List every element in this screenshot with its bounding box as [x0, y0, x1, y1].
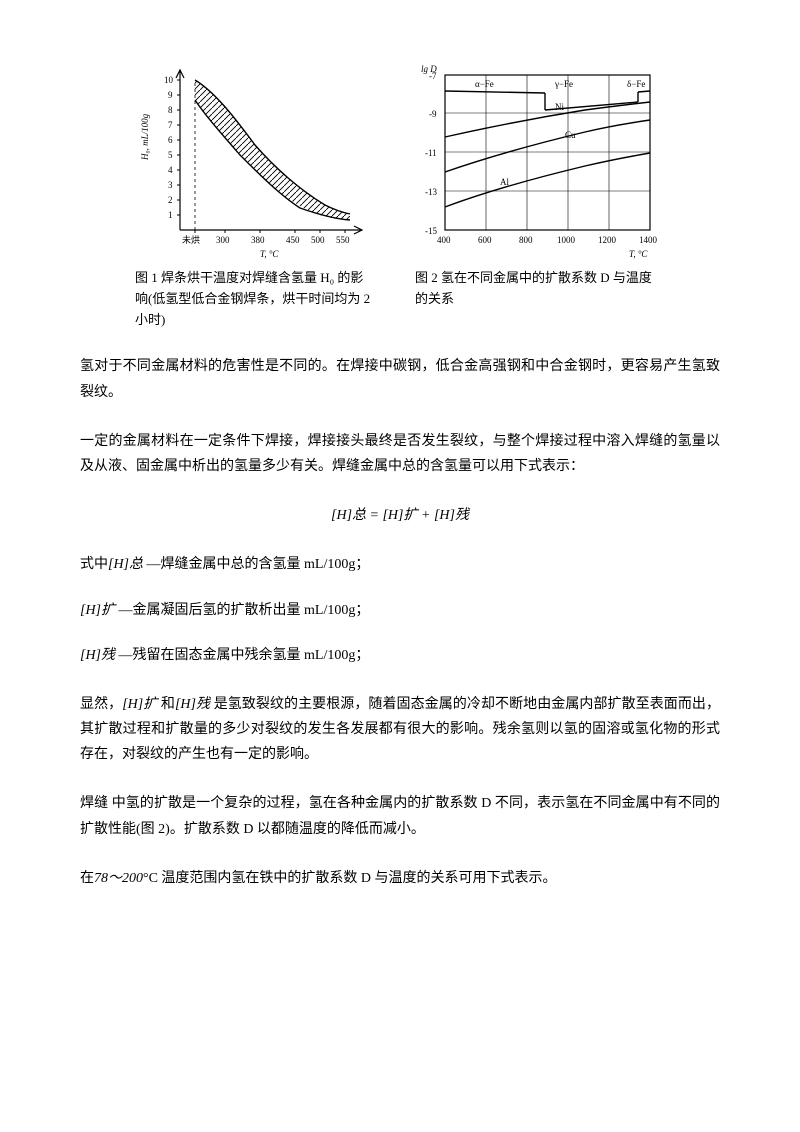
paragraph-2: 一定的金属材料在一定条件下焊接，焊接接头最终是否发生裂纹，与整个焊接过程中溶入焊…	[80, 429, 720, 479]
svg-text:Cu: Cu	[565, 130, 576, 140]
p3-a: 显然，	[80, 697, 122, 712]
svg-text:1000: 1000	[557, 235, 576, 245]
svg-text:α−Fe: α−Fe	[475, 79, 494, 89]
figures-row: 1 2 3 4 5 6 7 8 9 10 未烘 300 380 450	[80, 60, 720, 330]
svg-text:10: 10	[164, 75, 174, 85]
def2-text: —金属凝固后氢的扩散析出量 mL/100g；	[119, 603, 370, 618]
svg-text:400: 400	[437, 235, 451, 245]
svg-text:9: 9	[168, 90, 173, 100]
svg-text:1: 1	[168, 210, 173, 220]
svg-text:-9: -9	[429, 109, 437, 119]
svg-text:800: 800	[519, 235, 533, 245]
svg-text:8: 8	[168, 105, 173, 115]
svg-text:T, °C: T, °C	[260, 249, 279, 259]
svg-text:Ni: Ni	[555, 102, 564, 112]
figure-2: -15 -13 -11 -9 -7 400 600 800 1000	[405, 60, 665, 330]
svg-text:T, °C: T, °C	[629, 249, 648, 259]
def-intro: 式中	[80, 557, 108, 572]
svg-text:550: 550	[336, 235, 350, 245]
def3-symbol: [H]残	[80, 648, 115, 663]
p5-range: 78～200	[94, 871, 143, 886]
svg-text:500: 500	[311, 235, 325, 245]
p5-b: °C 温度范围内氢在铁中的扩散系数 D 与温度的关系可用下式表示。	[143, 871, 557, 886]
figure-1: 1 2 3 4 5 6 7 8 9 10 未烘 300 380 450	[135, 60, 375, 330]
svg-text:2: 2	[168, 195, 173, 205]
p3-sym1: [H]扩	[122, 697, 157, 712]
fig1-caption: 图 1 焊条烘干温度对焊缝含氢量 H₀ 的影响(低氢型低合金钢焊条，烘干时间均为…	[135, 268, 375, 330]
svg-text:5: 5	[168, 150, 173, 160]
svg-text:3: 3	[168, 180, 173, 190]
svg-text:1200: 1200	[598, 235, 617, 245]
def1-text: —焊缝金属中总的含氢量 mL/100g；	[147, 557, 370, 572]
svg-text:7: 7	[168, 120, 173, 130]
def3-text: —残留在固态金属中残余氢量 mL/100g；	[119, 648, 370, 663]
paragraph-1: 氢对于不同金属材料的危害性是不同的。在焊接中碳钢，低合金高强钢和中合金钢时，更容…	[80, 354, 720, 404]
svg-text:1400: 1400	[639, 235, 658, 245]
eq1-text: [H]总 = [H]扩 + [H]残	[331, 508, 469, 523]
svg-text:δ−Fe: δ−Fe	[627, 79, 645, 89]
svg-text:γ−Fe: γ−Fe	[554, 79, 573, 89]
definition-2: [H]扩 —金属凝固后氢的扩散析出量 mL/100g；	[80, 598, 720, 623]
equation-1: [H]总 = [H]扩 + [H]残	[80, 503, 720, 528]
paragraph-4: 焊缝 中氢的扩散是一个复杂的过程，氢在各种金属内的扩散系数 D 不同，表示氢在不…	[80, 791, 720, 841]
svg-text:450: 450	[286, 235, 300, 245]
def1-symbol: [H]总	[108, 557, 143, 572]
definition-1: 式中[H]总 —焊缝金属中总的含氢量 mL/100g；	[80, 552, 720, 577]
p3-sym2: [H]残	[175, 697, 210, 712]
svg-text:4: 4	[168, 165, 173, 175]
svg-text:lg D: lg D	[421, 64, 437, 74]
def2-symbol: [H]扩	[80, 603, 115, 618]
svg-text:未烘: 未烘	[182, 234, 200, 245]
fig2-caption: 图 2 氢在不同金属中的扩散系数 D 与温度的关系	[415, 268, 655, 310]
p3-mid: 和	[157, 697, 175, 712]
definition-3: [H]残 —残留在固态金属中残余氢量 mL/100g；	[80, 643, 720, 668]
p5-a: 在	[80, 871, 94, 886]
svg-text:6: 6	[168, 135, 173, 145]
svg-text:-11: -11	[425, 148, 437, 158]
paragraph-3: 显然，[H]扩 和[H]残 是氢致裂纹的主要根源，随着固态金属的冷却不断地由金属…	[80, 692, 720, 768]
svg-text:Al: Al	[500, 177, 509, 187]
svg-text:H₀, mL/100g: H₀, mL/100g	[140, 113, 150, 161]
svg-text:380: 380	[251, 235, 265, 245]
fig2-svg: -15 -13 -11 -9 -7 400 600 800 1000	[405, 60, 665, 260]
svg-text:300: 300	[216, 235, 230, 245]
paragraph-5: 在78～200°C 温度范围内氢在铁中的扩散系数 D 与温度的关系可用下式表示。	[80, 866, 720, 891]
svg-text:600: 600	[478, 235, 492, 245]
fig1-svg: 1 2 3 4 5 6 7 8 9 10 未烘 300 380 450	[140, 60, 370, 260]
svg-text:-15: -15	[425, 226, 437, 236]
svg-text:-13: -13	[425, 187, 437, 197]
